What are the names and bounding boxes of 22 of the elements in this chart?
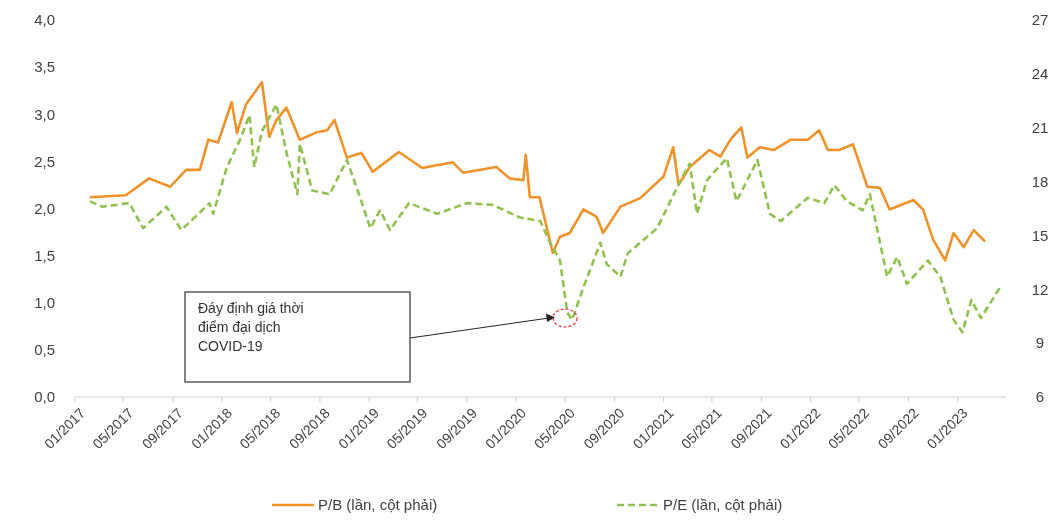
- y-tick-label: 2,0: [34, 199, 55, 217]
- y-tick-label: 4,0: [34, 11, 55, 29]
- y2-tick-label: 6: [1035, 388, 1045, 406]
- line-series: [88, 80, 987, 262]
- y2-tick-label: 12: [1031, 280, 1049, 298]
- y-tick-label: 0,5: [34, 341, 55, 359]
- y-tick-label: 0,0: [34, 388, 55, 406]
- y2-tick-label: 9: [1035, 334, 1045, 352]
- annotation: Đáy định giá thời điểm đại dịch COVID-19: [198, 300, 304, 354]
- y2-tick-label: 24: [1031, 65, 1049, 83]
- legend-label: P/E (lần, cột phải): [663, 496, 783, 513]
- y-tick-label: 3,0: [34, 105, 55, 123]
- y2-tick-label: 27: [1031, 11, 1049, 29]
- line-series: [88, 103, 1002, 334]
- y2-tick-label: 18: [1031, 172, 1049, 190]
- y-tick-label: 3,5: [34, 58, 55, 76]
- y-tick-label: 1,0: [34, 294, 55, 311]
- y-tick-label: 1,5: [34, 246, 55, 264]
- legend-label: P/B (lần, cột phải): [318, 496, 438, 513]
- y2-tick-label: 15: [1031, 226, 1049, 244]
- y2-tick-label: 21: [1031, 118, 1049, 136]
- y-tick-label: 2,5: [34, 152, 55, 170]
